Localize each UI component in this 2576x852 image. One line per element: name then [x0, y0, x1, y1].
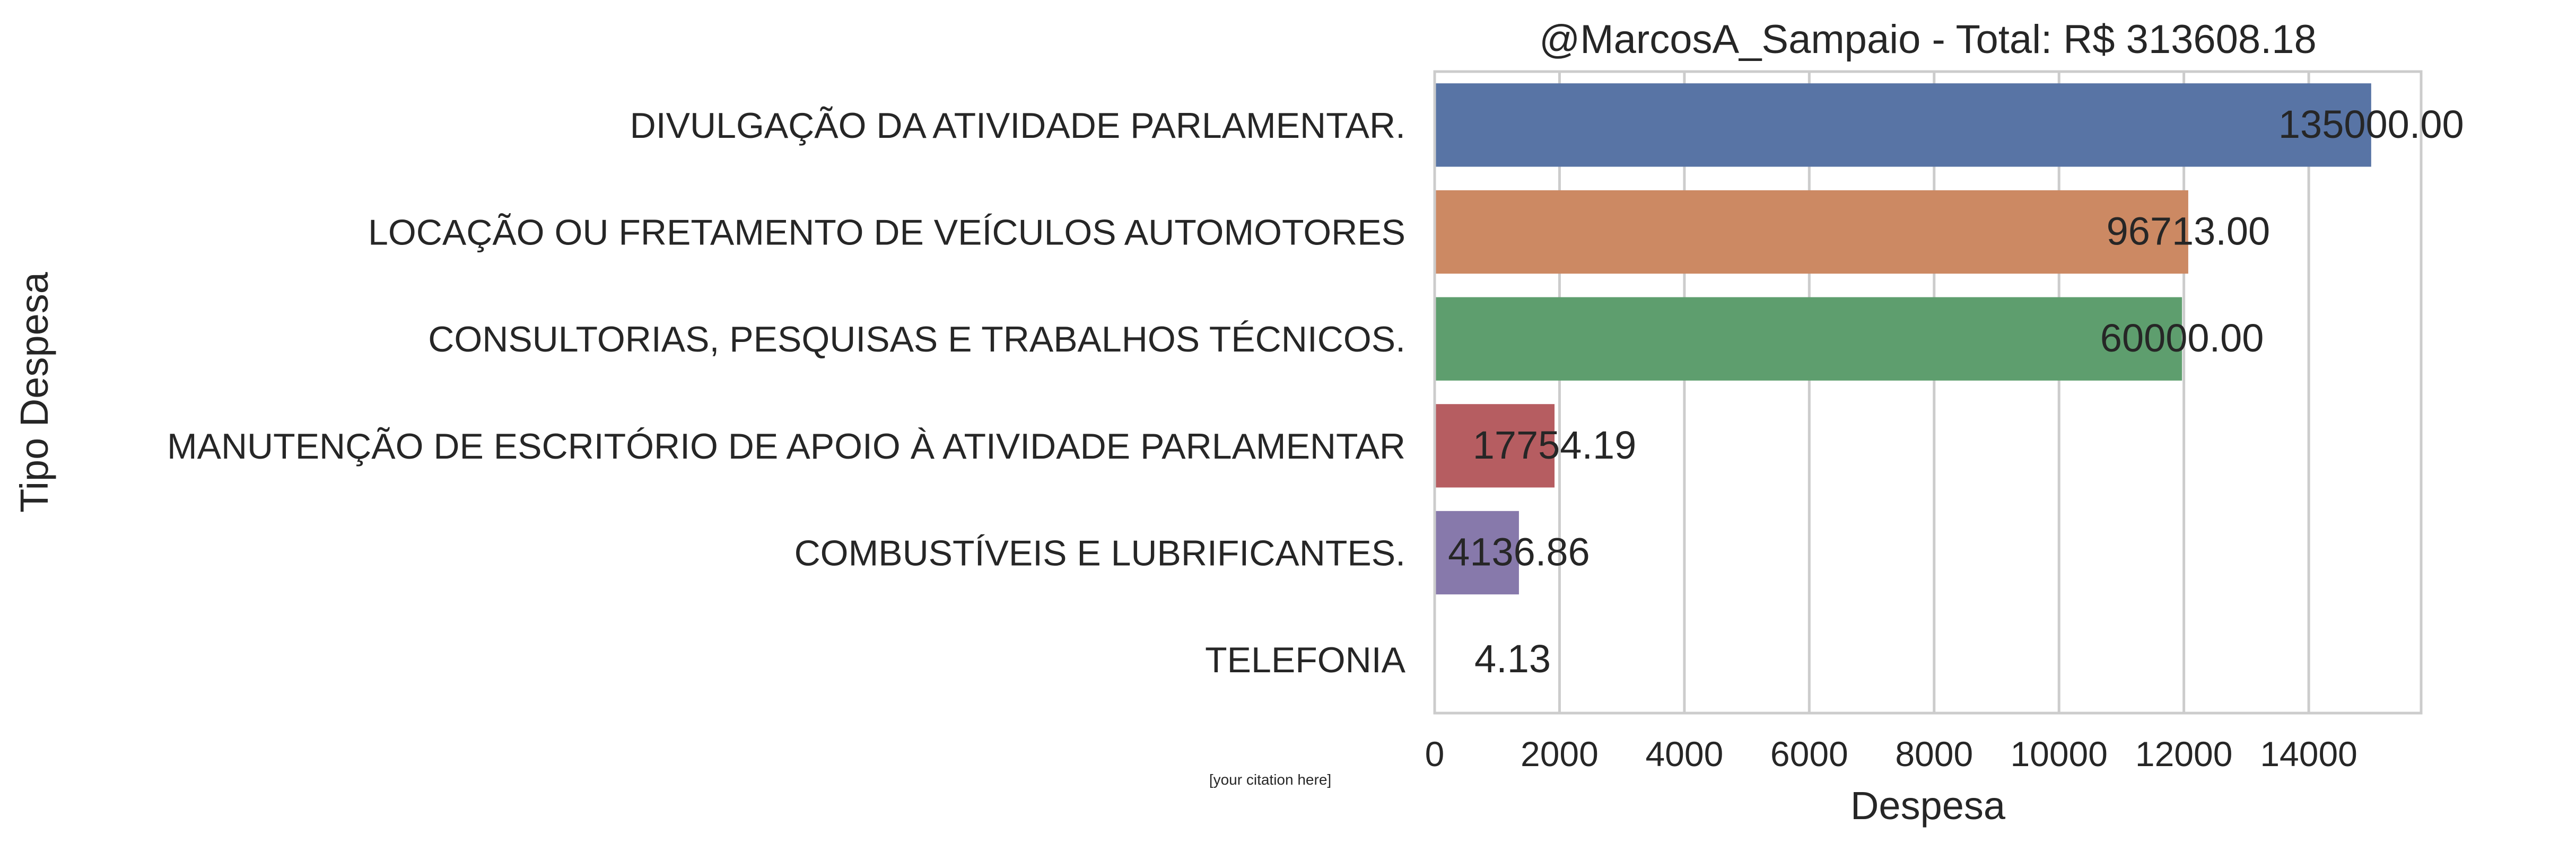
value-label: 4.13 — [1474, 637, 1551, 681]
x-tick-label: 14000 — [2260, 734, 2357, 774]
category-label: TELEFONIA — [1205, 640, 1405, 680]
value-label: 17754.19 — [1473, 423, 1637, 467]
plot-frame — [1433, 70, 2423, 715]
value-label: 96713.00 — [2107, 209, 2271, 253]
x-axis-label: Despesa — [1850, 784, 2006, 828]
x-tick-label: 2000 — [1521, 734, 1599, 774]
bar — [1435, 297, 2182, 381]
category-label: CONSULTORIAS, PESQUISAS E TRABALHOS TÉCN… — [428, 319, 1405, 359]
value-label: 4136.86 — [1448, 530, 1590, 574]
bar — [1435, 404, 1555, 488]
bar-layer — [1435, 83, 2371, 595]
value-label: 60000.00 — [2100, 316, 2264, 360]
x-tick-label: 8000 — [1895, 734, 1973, 774]
chart-title: @MarcosA_Sampaio - Total: R$ 313608.18 — [1539, 17, 2317, 62]
category-label: COMBUSTÍVEIS E LUBRIFICANTES. — [794, 533, 1405, 574]
y-axis-label: Tipo Despesa — [12, 271, 56, 513]
value-label: 135000.00 — [2278, 102, 2464, 146]
category-label: LOCAÇÃO OU FRETAMENTO DE VEÍCULOS AUTOMO… — [368, 213, 1405, 253]
x-tick-label: 12000 — [2135, 734, 2233, 774]
bar — [1435, 511, 1519, 595]
x-tick-label: 0 — [1425, 734, 1445, 774]
x-tick-label: 6000 — [1770, 734, 1848, 774]
x-tick-label: 4000 — [1645, 734, 1723, 774]
bar — [1435, 83, 2371, 167]
x-tick-label: 10000 — [2010, 734, 2108, 774]
bar — [1435, 190, 2188, 274]
category-label: DIVULGAÇÃO DA ATIVIDADE PARLAMENTAR. — [630, 106, 1405, 146]
citation-note: [your citation here] — [1209, 771, 1331, 788]
category-label: MANUTENÇÃO DE ESCRITÓRIO DE APOIO À ATIV… — [167, 426, 1405, 467]
label-layer: 0 2000 4000 6000 8000 10000 12000 14000 DIVULGAÇ… — [167, 102, 2464, 774]
